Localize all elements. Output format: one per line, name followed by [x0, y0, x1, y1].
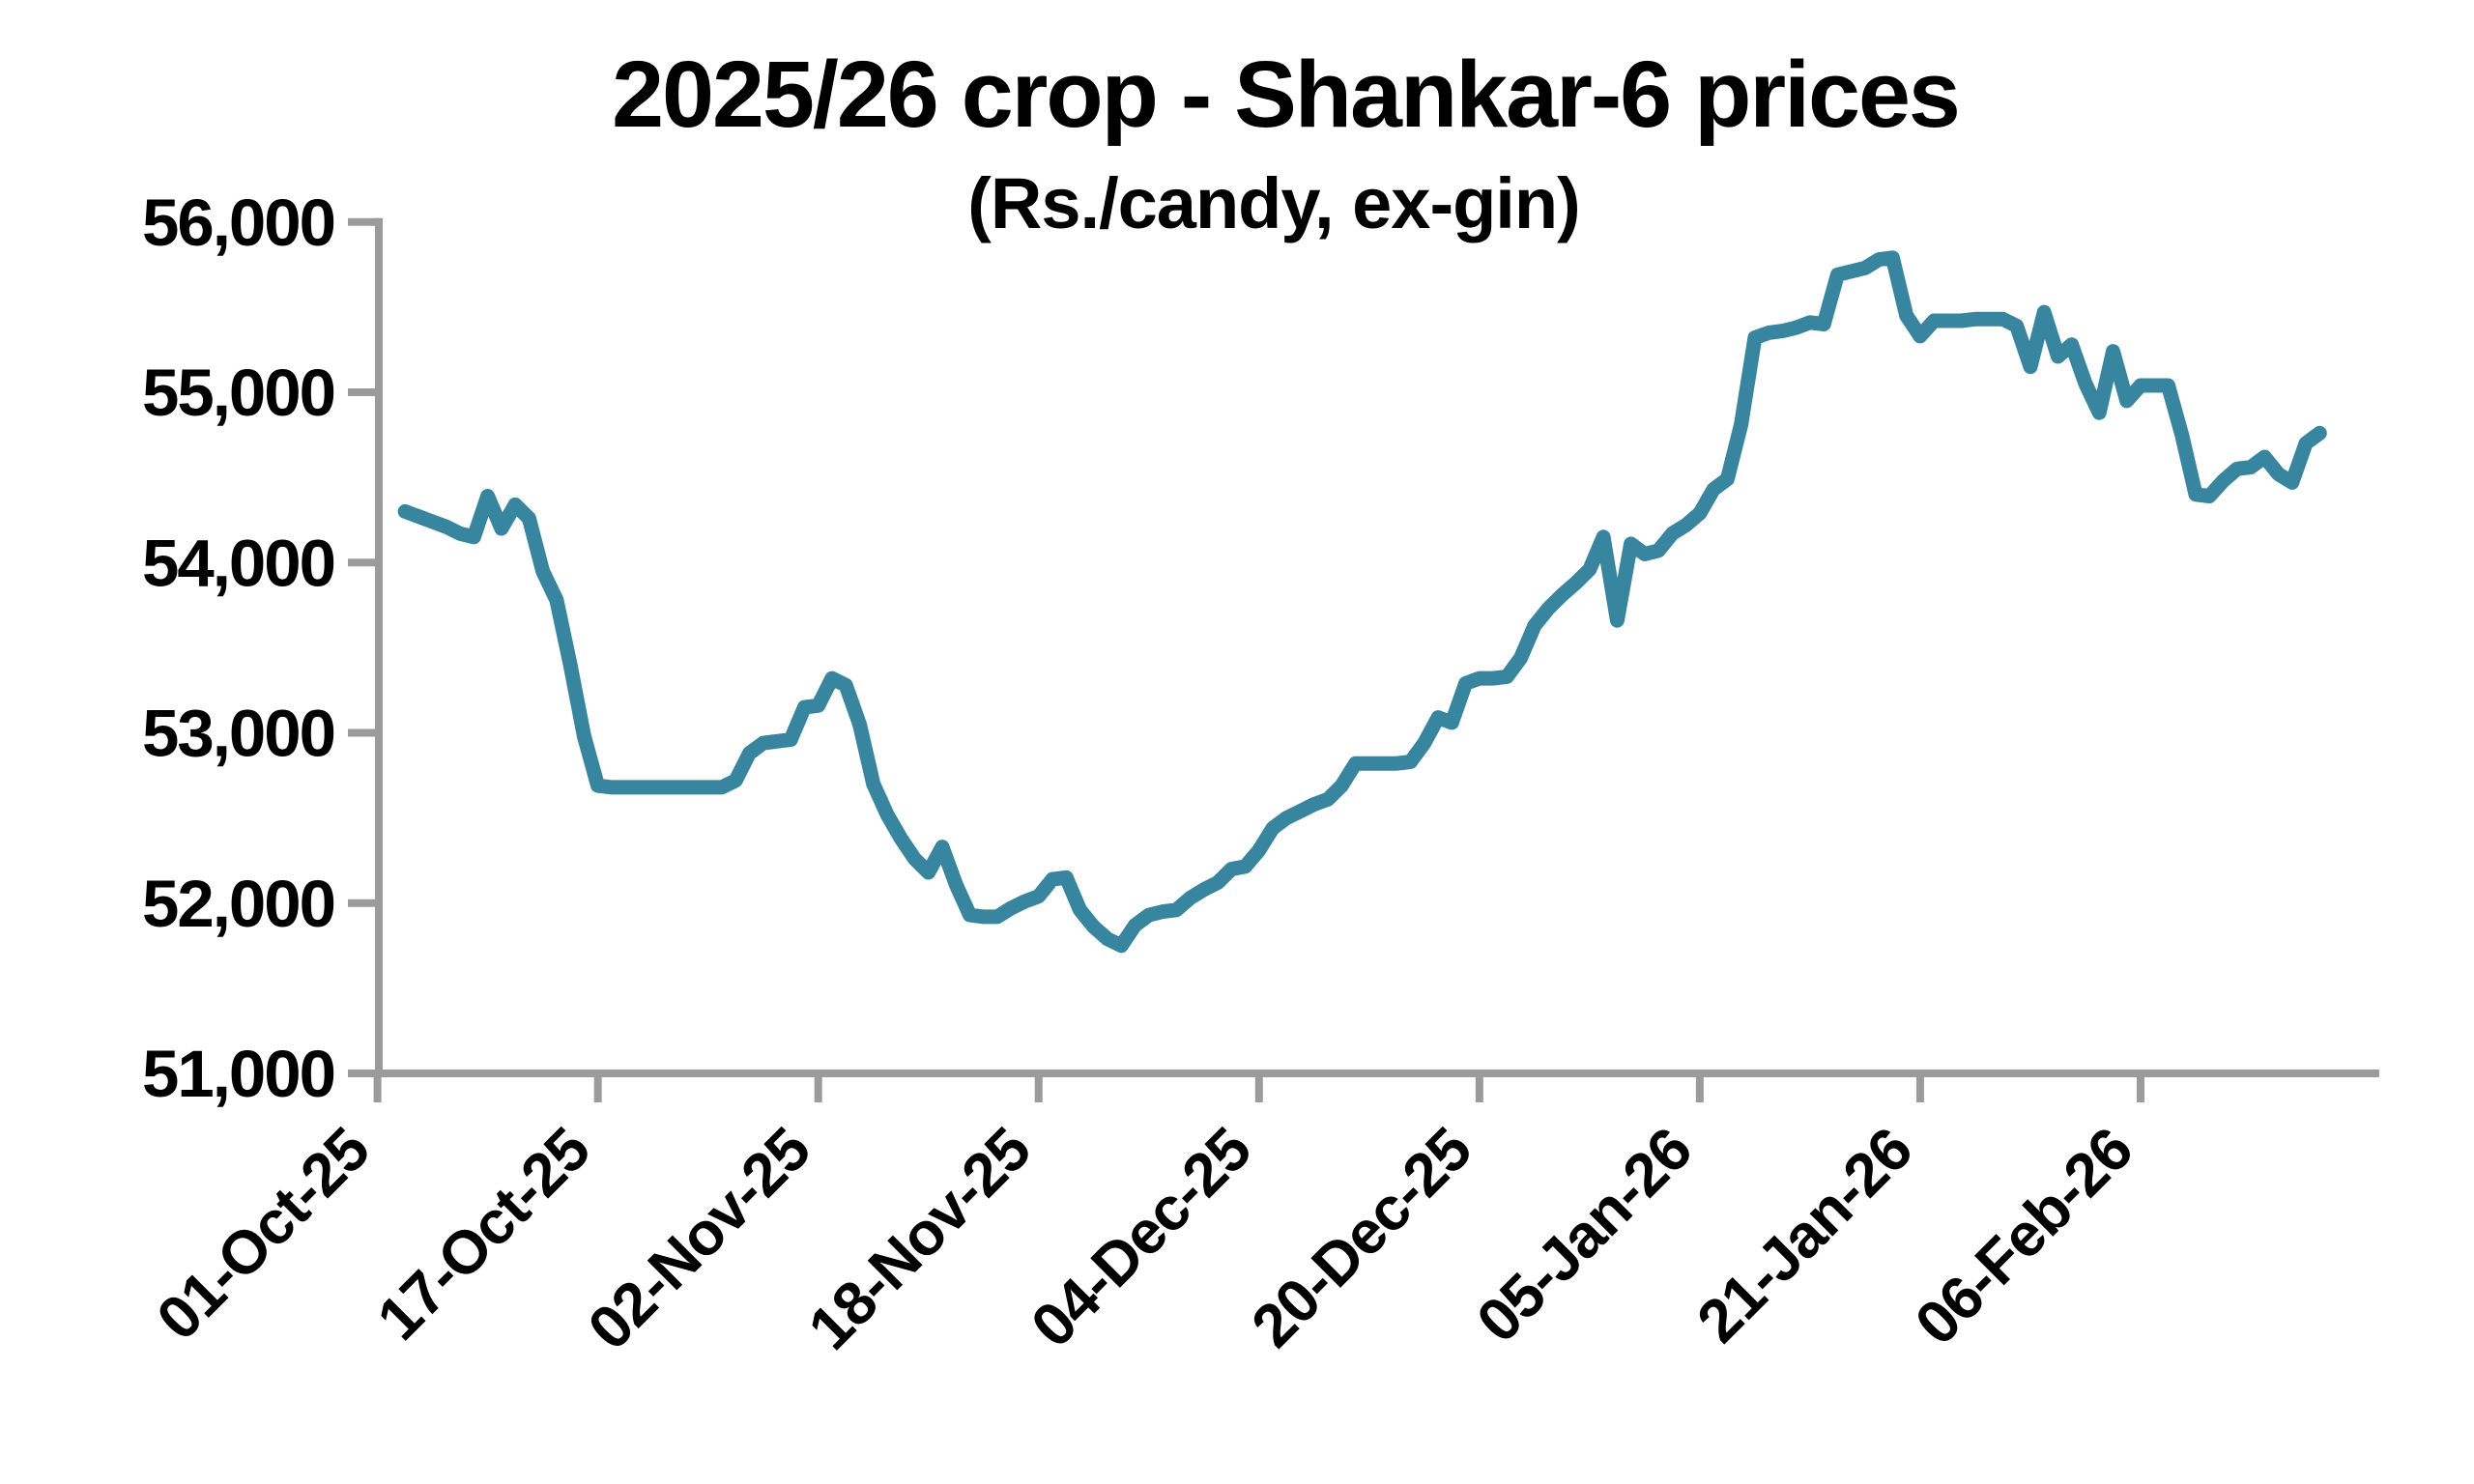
x-axis-label: 05-Jan-26: [1464, 1115, 1705, 1356]
y-axis-label: 55,000: [142, 356, 334, 430]
y-axis-label: 51,000: [142, 1037, 334, 1111]
x-axis-label: 04-Dec-25: [1019, 1115, 1264, 1360]
axis-lines: [375, 217, 2379, 1077]
y-axis-label: 53,000: [142, 697, 334, 771]
x-axis-label: 21-Jan-26: [1684, 1115, 1925, 1356]
x-axis-label: 20-Dec-25: [1239, 1115, 1484, 1360]
x-axis-label: 17-Oct-25: [364, 1115, 602, 1353]
price-line-series: [397, 250, 2327, 954]
y-axis-label: 56,000: [142, 186, 334, 260]
y-axis-label: 54,000: [142, 526, 334, 600]
x-axis-label: 01-Oct-25: [144, 1115, 382, 1353]
x-axis-label: 06-Feb-26: [1903, 1115, 2145, 1357]
chart-subtitle: (Rs./candy, ex-gin): [967, 163, 1580, 243]
x-axis-label: 18-Nov-25: [796, 1115, 1044, 1362]
chart-title: 2025/26 crop - Shankar-6 prices: [612, 42, 1961, 147]
y-axis-label: 52,000: [142, 867, 334, 941]
x-axis-label: 02-Nov-25: [576, 1115, 823, 1362]
